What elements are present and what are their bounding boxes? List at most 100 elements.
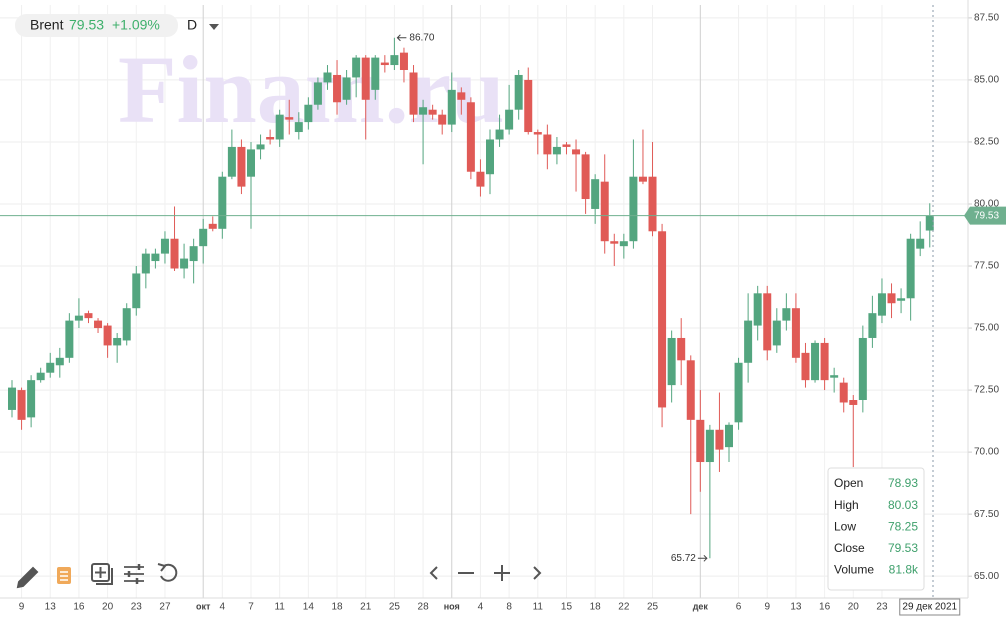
add-icon-detail [95,567,113,585]
candle-body [285,117,294,120]
candle-body [658,231,667,408]
tooltip-value: 78.25 [888,519,918,533]
y-tick-label: 80.00 [974,199,999,210]
candle-body [189,246,198,262]
candle-body [906,238,915,299]
x-tick-label: дек [693,601,709,611]
candle-body [591,179,600,209]
candle-body [27,380,36,418]
candle-body [84,313,93,319]
candle-body [36,372,45,381]
x-tick-label: 7 [248,602,254,613]
candle-body [438,114,447,125]
price: 79.53 [69,17,104,33]
x-tick-label: 4 [478,602,484,613]
candle-body [705,429,714,463]
candle-body [428,109,437,115]
candle-body [820,342,829,381]
candle-body [65,320,74,358]
symbol-pill[interactable] [15,14,178,37]
candle-body [782,308,791,321]
candle-body [447,89,456,125]
candle-body [247,149,255,177]
candle-body [74,315,83,321]
candle-body [256,144,265,150]
reset-arrow [157,563,167,572]
zoom-in[interactable] [494,565,510,581]
candle-body [113,337,122,346]
settings-knobs [127,564,141,584]
tooltip-value: 79.53 [888,541,918,555]
candle-body [94,320,103,329]
x-tick-label: 9 [19,602,25,613]
tooltip-label: Low [834,519,856,533]
tooltip-label: Close [834,541,865,555]
candle-body [333,74,342,103]
y-tick-label: 87.50 [974,13,999,24]
candle-body [103,325,112,346]
x-tick-label: 16 [819,602,831,613]
y-tick-label: 77.50 [974,261,999,272]
draw-icon[interactable] [16,566,39,589]
grid [0,5,972,598]
x-tick-label: 22 [618,602,630,613]
x-tick-label: 25 [389,602,401,613]
candle-body [352,57,361,78]
candle-body [830,375,839,378]
tooltip-label: Open [834,476,863,490]
candle-body [725,424,733,448]
candle-body [877,293,886,316]
candle-body [925,215,934,231]
x-tick-label: ноя [444,601,460,611]
x-tick-label: 4 [220,602,226,613]
y-tick-label: 65.00 [974,571,999,582]
candle-body [237,146,246,187]
tooltip-value: 80.03 [888,498,918,512]
candle-body [419,107,428,115]
candle-body [763,293,772,351]
notes-lines [60,571,68,581]
candle-body [275,114,284,140]
candle-body [266,136,275,140]
candle-body [897,298,906,301]
candle-body [46,362,55,373]
reset-icon[interactable] [160,563,178,582]
candle-body [600,181,609,242]
candle-body [323,72,332,83]
tooltip-label: Volume [834,563,874,577]
candle-body [801,352,810,381]
scroll-left[interactable] [429,566,438,580]
x-tick-label: 11 [274,602,285,613]
x-tick-label: 9 [764,602,770,613]
candle-body [686,360,695,420]
candle-body [543,134,552,155]
candle-body [361,57,370,100]
scroll-right[interactable] [533,566,542,580]
candle-body [610,241,619,244]
candle-body [753,293,762,326]
settings-icon[interactable] [124,566,144,582]
interval[interactable]: D [187,17,197,33]
candle-body [619,241,628,247]
candle-body [8,387,16,410]
dropdown-icon[interactable] [209,24,219,30]
y-tick-label: 72.50 [974,385,999,396]
candle-body [811,342,820,381]
candle-body [677,337,686,361]
y-tick-label: 85.00 [974,75,999,86]
candle-body [466,102,475,172]
add-icon[interactable] [91,563,110,582]
candle-body [868,313,877,338]
y-tick-label: 67.50 [974,509,999,520]
candle-body [313,82,322,105]
x-tick-label: 14 [303,602,315,613]
x-tick-label: 8 [506,602,512,613]
x-tick-label: 13 [45,602,57,613]
candle-body [734,362,743,423]
x-tick-label: 13 [790,602,802,613]
candle-body [170,238,179,269]
candle-body [572,149,581,155]
annotation-arrow [697,554,708,562]
candle-body [772,320,781,346]
x-tick-label: окт [196,601,211,611]
